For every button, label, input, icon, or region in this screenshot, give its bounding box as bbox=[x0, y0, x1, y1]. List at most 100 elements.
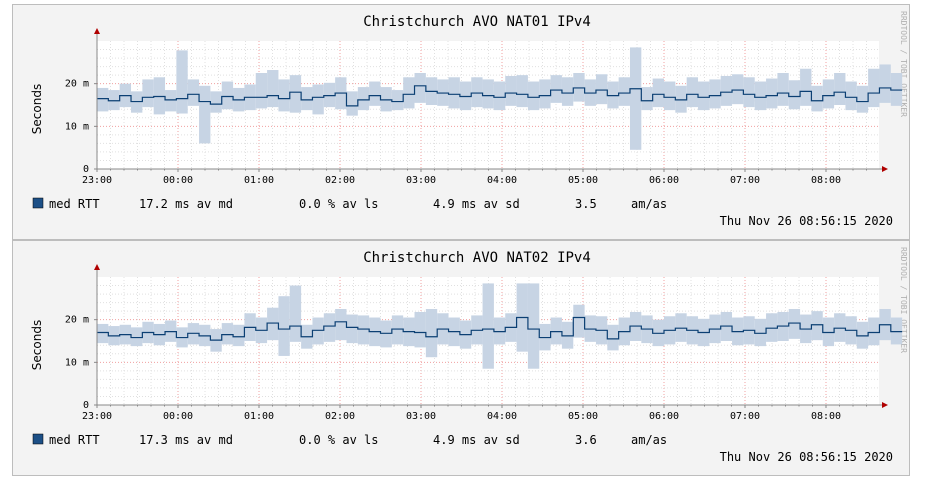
smoke-band bbox=[357, 87, 370, 111]
legend-average-ls: 0.0 % av ls bbox=[299, 433, 378, 447]
legend-average-sd: 4.9 ms av sd bbox=[433, 433, 520, 447]
x-tick-label: 01:00 bbox=[244, 175, 274, 186]
smoke-band bbox=[414, 73, 426, 103]
smoke-band bbox=[312, 84, 324, 115]
smoke-band bbox=[369, 81, 381, 106]
smoke-band bbox=[199, 85, 211, 144]
smoke-band bbox=[108, 90, 120, 111]
smoke-band bbox=[561, 77, 574, 106]
plot-area bbox=[94, 28, 903, 172]
y-tick-label: 0 bbox=[83, 400, 89, 411]
y-tick-label: 10 m bbox=[65, 121, 89, 132]
smoke-band bbox=[459, 81, 472, 111]
smoke-band bbox=[527, 81, 540, 111]
smoke-band bbox=[766, 313, 778, 342]
x-tick-label: 02:00 bbox=[325, 175, 355, 186]
smoke-band bbox=[698, 81, 710, 111]
smoke-band bbox=[176, 50, 188, 114]
x-tick-labels: 23:00 00:00 01:00 02:00 03:00 04:00 05:00 06:00… bbox=[82, 411, 841, 422]
x-axis-arrow bbox=[882, 402, 888, 408]
smoke-band bbox=[448, 77, 460, 109]
smoke-band bbox=[301, 87, 313, 111]
x-tick-label: 05:00 bbox=[568, 411, 598, 422]
legend-am-as-value: 3.5 bbox=[575, 197, 597, 211]
smoke-band bbox=[380, 87, 392, 112]
smoke-band bbox=[482, 283, 494, 369]
smoke-band bbox=[868, 68, 880, 108]
chart-svg: Christchurch AVO NAT01 IPv4 RRDTOOL / TO… bbox=[30, 11, 908, 228]
plot-area bbox=[94, 264, 903, 408]
smoke-band bbox=[595, 74, 608, 105]
y-axis-label: Seconds bbox=[30, 84, 44, 134]
smoke-band bbox=[289, 285, 302, 342]
smoke-band bbox=[856, 321, 869, 349]
smoke-band bbox=[868, 317, 880, 346]
watermark-text: RRDTOOL / TOBI OETIKER bbox=[899, 247, 908, 353]
smoke-band bbox=[766, 78, 778, 109]
smoke-band bbox=[289, 75, 302, 113]
smoke-band bbox=[97, 87, 109, 112]
x-tick-label: 03:00 bbox=[406, 175, 436, 186]
y-axis-arrow bbox=[94, 264, 100, 270]
y-tick-label: 20 m bbox=[65, 79, 89, 90]
smoke-band bbox=[550, 317, 562, 345]
smoke-band bbox=[221, 323, 234, 345]
smoke-band bbox=[686, 77, 699, 108]
smoke-band bbox=[131, 327, 143, 347]
x-tick-label: 08:00 bbox=[811, 175, 841, 186]
legend-am-as-unit: am/as bbox=[631, 197, 667, 211]
smoke-band bbox=[414, 311, 426, 348]
x-tick-label: 06:00 bbox=[649, 411, 679, 422]
watermark-text: RRDTOOL / TOBI OETIKER bbox=[899, 11, 908, 117]
x-tick-label: 07:00 bbox=[730, 411, 760, 422]
smoke-band bbox=[732, 74, 744, 105]
smoke-band bbox=[811, 311, 823, 341]
smoke-band bbox=[335, 309, 347, 341]
smoke-band bbox=[323, 313, 336, 342]
smoke-band bbox=[834, 73, 846, 105]
smoke-band bbox=[346, 91, 358, 116]
x-tick-label: 00:00 bbox=[163, 175, 193, 186]
smoke-band bbox=[346, 314, 358, 344]
x-tick-label: 23:00 bbox=[82, 175, 112, 186]
smoke-band bbox=[357, 315, 370, 345]
smoke-band bbox=[754, 81, 767, 111]
y-tick-label: 0 bbox=[83, 164, 89, 175]
legend-am-as-value: 3.6 bbox=[575, 433, 597, 447]
legend-am-as-unit: am/as bbox=[631, 433, 667, 447]
x-tick-label: 00:00 bbox=[163, 411, 193, 422]
smoke-band bbox=[788, 80, 801, 110]
median-rtt-line bbox=[97, 85, 903, 107]
smoke-band bbox=[539, 79, 551, 109]
smoke-band bbox=[391, 90, 404, 111]
y-tick-labels: 0 10 m 20 m bbox=[65, 315, 97, 411]
legend-series-label: med RTT bbox=[49, 433, 100, 447]
x-tick-label: 03:00 bbox=[406, 411, 436, 422]
chart-title: Christchurch AVO NAT02 IPv4 bbox=[363, 250, 591, 266]
x-axis-arrow bbox=[882, 166, 888, 172]
smoke-band bbox=[425, 309, 438, 358]
smoke-band bbox=[527, 283, 540, 369]
smoke-band bbox=[482, 79, 494, 109]
smoke-band bbox=[403, 77, 415, 109]
x-tick-label: 08:00 bbox=[811, 411, 841, 422]
y-tick-labels: 0 10 m 20 m bbox=[65, 79, 97, 175]
smoke-band bbox=[709, 79, 721, 109]
y-tick-label: 20 m bbox=[65, 315, 89, 326]
x-tick-label: 04:00 bbox=[487, 411, 517, 422]
legend-average-md: 17.2 ms av md bbox=[139, 197, 233, 211]
smoke-band bbox=[312, 317, 324, 345]
smoke-band bbox=[221, 81, 234, 110]
smoke-band bbox=[811, 85, 823, 112]
smoke-band bbox=[493, 317, 506, 345]
smoke-band bbox=[516, 75, 528, 108]
smoke-band bbox=[391, 315, 404, 345]
y-axis-label: Seconds bbox=[30, 320, 44, 370]
smoke-band bbox=[845, 81, 857, 111]
smoke-band bbox=[743, 77, 755, 108]
smoke-band bbox=[233, 324, 245, 347]
smoke-band bbox=[165, 90, 177, 112]
smoke-band bbox=[142, 79, 154, 108]
x-tick-label: 04:00 bbox=[487, 175, 517, 186]
chart-svg: Christchurch AVO NAT02 IPv4 RRDTOOL / TO… bbox=[30, 247, 908, 464]
